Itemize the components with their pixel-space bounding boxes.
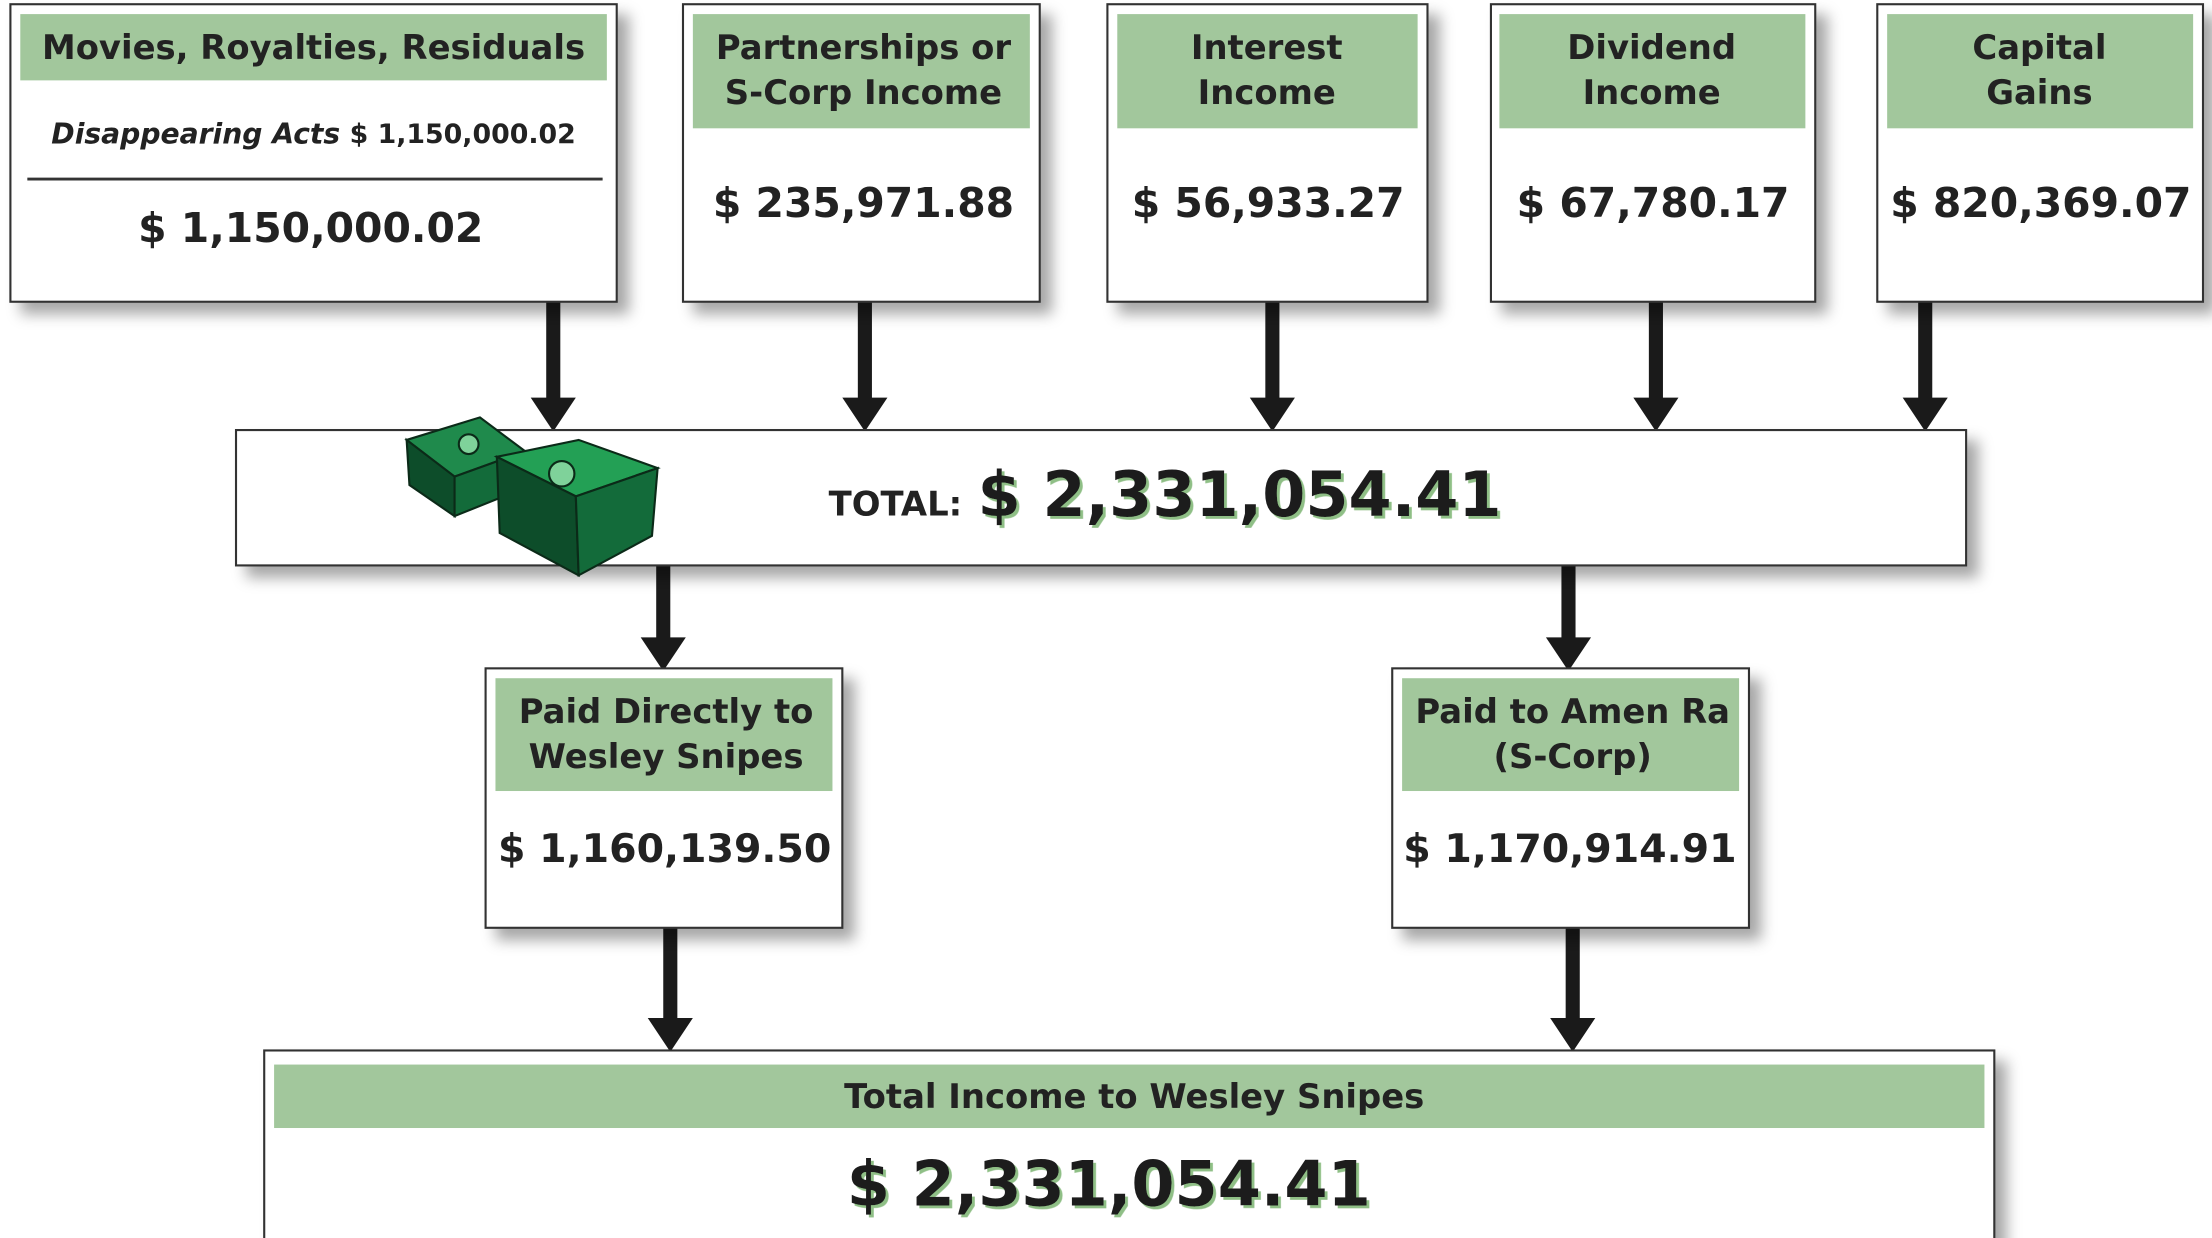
- source-box: Interest Income $ 56,933.27: [1107, 4, 1427, 302]
- total-amount: $ 2,331,054.41: [978, 458, 1502, 531]
- box-amount: $ 1,150,000.02: [138, 204, 483, 252]
- total-label: TOTAL:: [829, 485, 963, 524]
- total-box: TOTAL: $ 2,331,054.41: [236, 417, 1966, 575]
- source-box: Movies, Royalties, Residuals Disappearin…: [10, 4, 616, 302]
- final-amount: $ 2,331,054.41: [847, 1148, 1371, 1221]
- box-title: Paid Directly to: [519, 692, 814, 731]
- final-title: Total Income to Wesley Snipes: [844, 1077, 1424, 1116]
- box-amount: $ 235,971.88: [713, 179, 1014, 227]
- box-title: Wesley Snipes: [529, 737, 804, 776]
- final-box: Total Income to Wesley Snipes $ 2,331,05…: [264, 1050, 1994, 1238]
- source-box: Capital Gains $ 820,369.07: [1877, 4, 2203, 302]
- flow-diagram: Movies, Royalties, Residuals Disappearin…: [0, 0, 2212, 1238]
- box-title: Interest: [1191, 28, 1343, 67]
- box-amount: $ 1,160,139.50: [498, 826, 831, 872]
- box-title: S-Corp Income: [725, 73, 1002, 112]
- box-title: Income: [1583, 73, 1721, 112]
- box-title: Income: [1198, 73, 1336, 112]
- box-title: Gains: [1986, 73, 2092, 112]
- box-amount: $ 1,170,914.91: [1403, 826, 1736, 872]
- box-title: Partnerships or: [716, 28, 1011, 67]
- item-amount: $ 1,150,000.02: [350, 119, 576, 150]
- payment-box: Paid to Amen Ra (S-Corp) $ 1,170,914.91: [1392, 668, 1749, 927]
- box-title: Dividend: [1567, 28, 1736, 67]
- box-amount: $ 56,933.27: [1132, 179, 1405, 227]
- source-box: Dividend Income $ 67,780.17: [1491, 4, 1815, 302]
- box-title: (S-Corp): [1494, 737, 1652, 776]
- box-amount: $ 67,780.17: [1517, 179, 1790, 227]
- box-title: Paid to Amen Ra: [1415, 692, 1730, 731]
- item-label: Disappearing Acts: [51, 117, 340, 150]
- source-box: Partnerships or S-Corp Income $ 235,971.…: [683, 4, 1040, 302]
- box-title: Capital: [1972, 28, 2106, 67]
- box-amount: $ 820,369.07: [1890, 179, 2191, 227]
- box-title: Movies, Royalties, Residuals: [42, 28, 585, 67]
- payment-box: Paid Directly to Wesley Snipes $ 1,160,1…: [486, 668, 843, 927]
- page: Movies, Royalties, Residuals Disappearin…: [0, 0, 2212, 1238]
